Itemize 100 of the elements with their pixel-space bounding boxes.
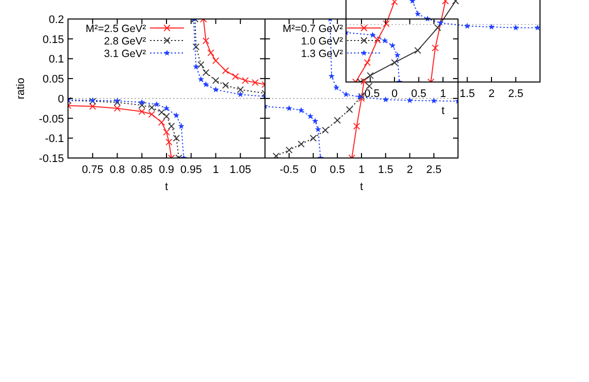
x-tick-label: 1 [212,164,219,176]
point [286,105,292,112]
point [406,97,413,104]
point [192,43,200,50]
point [391,0,398,6]
point [328,72,335,79]
x-tick-label: 0.85 [131,164,153,176]
point [434,24,442,32]
point [312,118,318,124]
point [534,24,540,30]
point [172,134,180,142]
point [158,108,166,116]
point [232,73,239,80]
point [212,57,220,64]
point [364,59,371,66]
point [148,104,156,112]
x-tick-label: 0.5 [330,164,346,176]
x-axis-title: t [164,181,168,193]
point [237,91,244,98]
y-tick-label: 0.2 [48,14,64,26]
point [382,96,389,102]
point [158,118,166,126]
point [163,112,170,120]
y-tick-label: 0.1 [48,54,64,66]
x-tick-label: 2.5 [508,88,524,100]
x-tick-label: 0 [310,164,316,176]
x-tick-label: 1.5 [378,164,394,176]
legend-label: 1.3 GeV² [300,48,344,60]
point [394,52,401,58]
point [114,98,120,104]
x-tick-label: 0.95 [180,164,202,176]
point [314,126,322,132]
point [432,44,439,52]
point [512,24,519,30]
x-axis-title: t [441,105,445,117]
point [222,67,230,74]
x-tick-label: 0.8 [110,164,125,176]
point [173,112,180,118]
point [391,59,398,66]
x-tick-label: 0.9 [158,164,174,176]
point [286,146,293,154]
y-tick-label: -0.05 [38,113,64,126]
x-tick-label: 0.5 [411,88,426,100]
point [202,81,210,88]
point [382,37,388,44]
point [212,77,220,84]
point [192,63,200,70]
point [114,104,121,112]
x-tick-label: 1.5 [460,88,475,100]
x-tick-label: 2 [488,88,495,100]
legend-label: 3.1 GeV² [104,48,146,60]
point [202,69,210,76]
point [464,22,470,29]
y-tick-label: 0.05 [42,74,64,86]
point [138,102,146,109]
x-tick-label: 1 [440,88,446,100]
point [414,46,422,54]
point [488,24,495,30]
legend-label: M²=2.5 GeV² [86,23,146,35]
point [366,72,374,79]
y-tick-label: -0.1 [45,133,64,146]
point [342,91,350,98]
x-tick-label: 1 [358,164,365,176]
point [252,79,259,86]
point [166,138,172,146]
y-tick-label: 0.15 [42,34,64,46]
point [198,76,204,82]
y-axis-title: ratio [15,78,27,100]
point [389,42,396,48]
point [307,113,314,119]
legend-label: M²=0.7 GeV² [282,23,344,35]
x-axis-title: t [360,181,364,193]
point [148,110,156,118]
point [430,98,438,104]
point [138,99,146,106]
point [168,122,175,130]
point [310,134,317,142]
point [346,106,353,113]
point [163,105,170,112]
point [437,20,444,26]
point [298,107,304,114]
x-tick-label: 0 [391,88,398,100]
x-tick-label: 2.5 [426,164,442,176]
legend-label: 2.8 GeV² [104,36,146,48]
point [222,82,230,89]
point [154,101,160,108]
point [414,10,421,17]
point [242,77,249,84]
point [178,122,184,129]
x-tick-label: -0.5 [280,164,299,176]
point [370,32,376,38]
point [298,140,305,148]
point [198,61,204,68]
point [236,86,244,94]
point [138,108,146,115]
point [334,116,341,124]
point [114,98,121,106]
point [202,37,210,44]
point [89,102,96,110]
point [322,126,329,134]
